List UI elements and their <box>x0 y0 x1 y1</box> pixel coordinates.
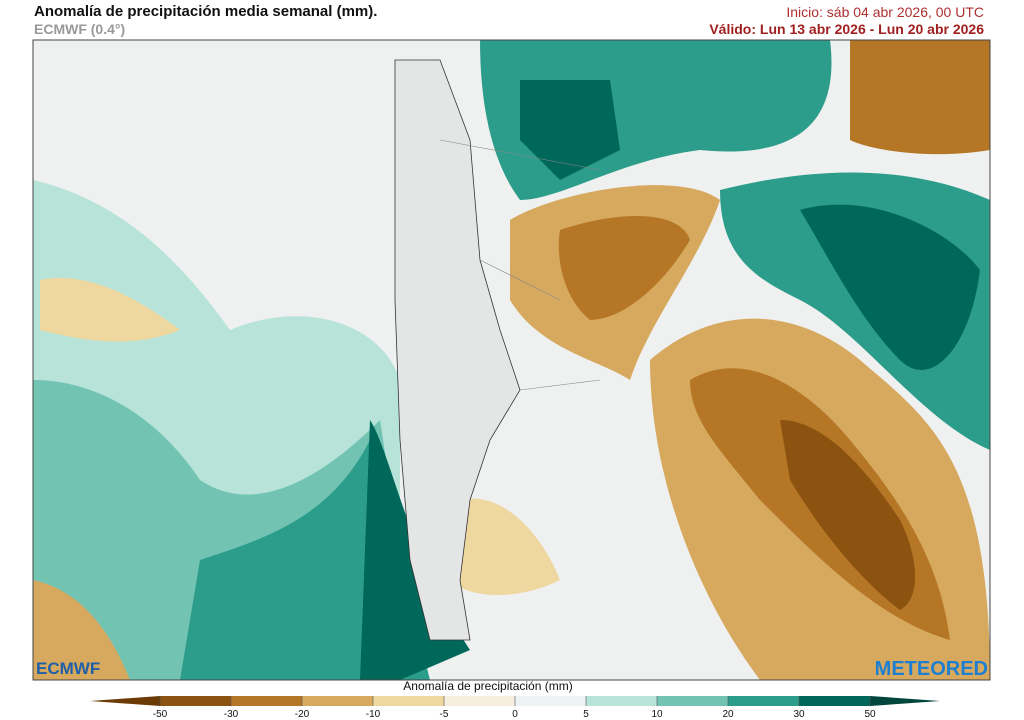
colorbar-tick-label: 50 <box>864 709 876 720</box>
colorbar-tick-label: 10 <box>651 709 663 720</box>
map-field <box>33 40 990 680</box>
colorbar-tick-label: -50 <box>153 709 168 720</box>
colorbar-segment <box>444 696 515 706</box>
colorbar-segment <box>728 696 799 706</box>
colorbar-segment <box>160 696 231 706</box>
colorbar-segment <box>799 696 870 706</box>
colorbar-extend-high <box>870 696 940 706</box>
colorbar-tick-label: 20 <box>722 709 734 720</box>
meteored-logo: METEORED <box>875 658 988 680</box>
colorbar-segment <box>302 696 373 706</box>
map-title: Anomalía de precipitación media semanal … <box>34 3 378 20</box>
ecmwf-logo: ECMWF <box>36 659 100 678</box>
colorbar-tick-label: -5 <box>440 709 449 720</box>
colorbar-tick-label: 5 <box>583 709 589 720</box>
colorbar-segment <box>657 696 728 706</box>
colorbar-segment <box>586 696 657 706</box>
colorbar-segment <box>373 696 444 706</box>
colorbar-tick-label: 0 <box>512 709 518 720</box>
colorbar: -50 -30 -20 -10 -5 0 5 10 20 30 50 <box>90 696 940 720</box>
init-time: Inicio: sáb 04 abr 2026, 00 UTC <box>786 4 984 20</box>
colorbar-segment <box>231 696 302 706</box>
colorbar-tick-label: 30 <box>793 709 805 720</box>
colorbar-extend-low <box>90 696 160 706</box>
colorbar-tick-label: -30 <box>224 709 239 720</box>
valid-time: Válido: Lun 13 abr 2026 - Lun 20 abr 202… <box>709 21 984 37</box>
colorbar-tick-label: -20 <box>295 709 310 720</box>
colorbar-tick-label: -10 <box>366 709 381 720</box>
model-label: ECMWF (0.4°) <box>34 21 126 37</box>
colorbar-label: Anomalía de precipitación (mm) <box>403 679 572 693</box>
colorbar-segment <box>515 696 586 706</box>
